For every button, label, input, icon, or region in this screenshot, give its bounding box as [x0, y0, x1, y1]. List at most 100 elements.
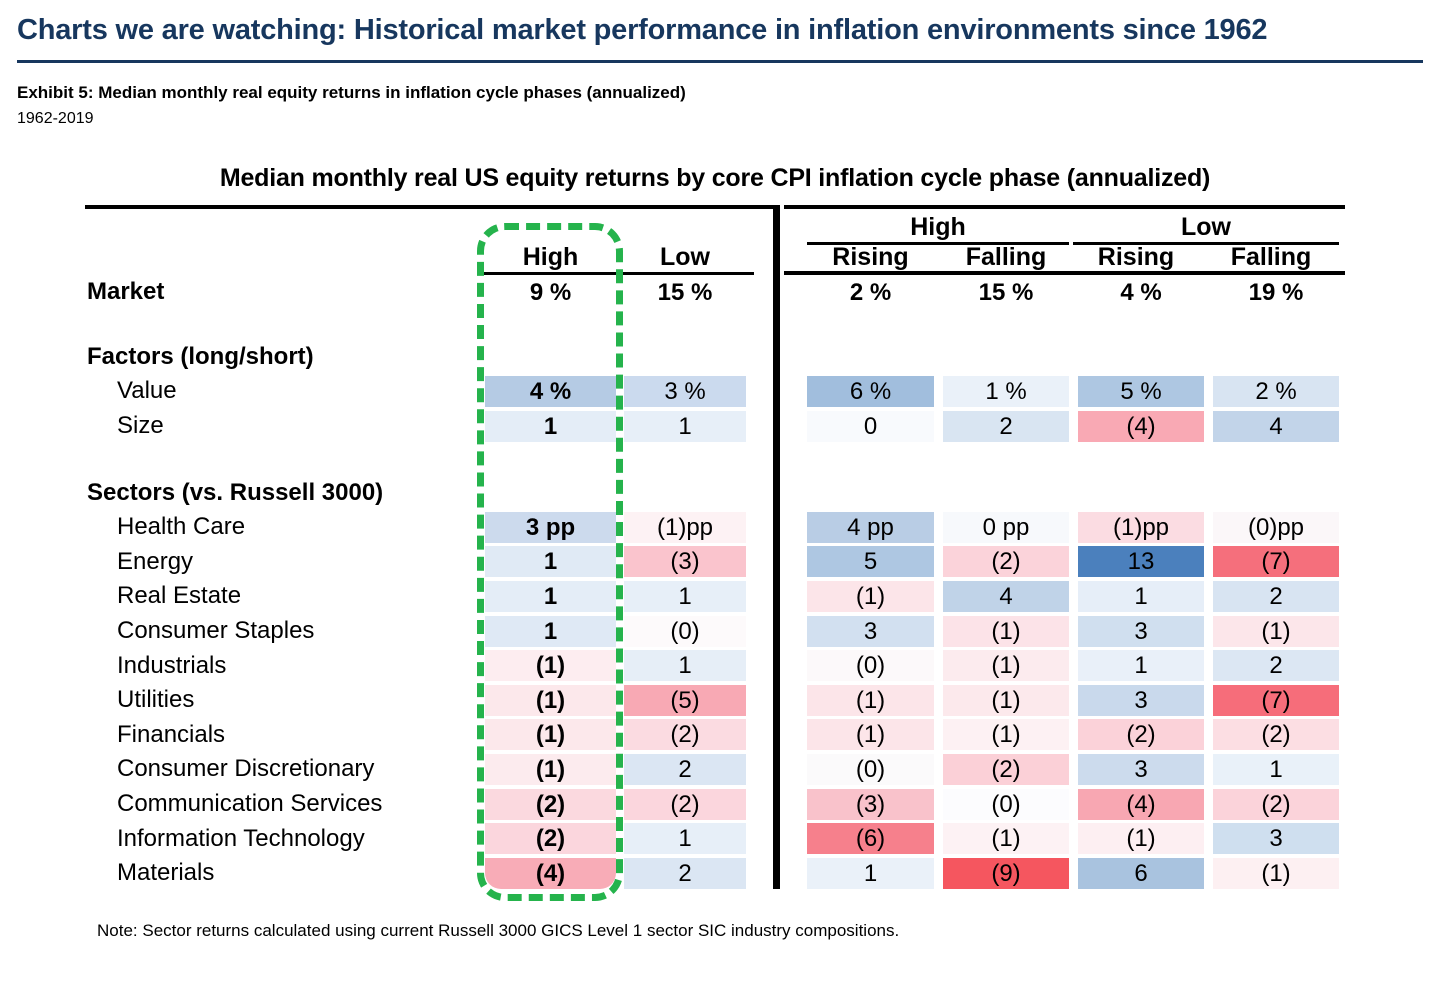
data-row: Information Technology (2) 1 (6) (1) (1) 3 — [85, 821, 1345, 856]
value-cell: (1) — [807, 580, 934, 612]
value-cell: 15 % — [657, 278, 713, 306]
column-header-rising-2: Rising — [1097, 243, 1175, 271]
value-cell: 5 % — [1078, 375, 1204, 407]
value-cell: 1 — [624, 823, 746, 855]
group-header-high: High — [910, 213, 966, 241]
page-title: Charts we are watching: Historical marke… — [17, 14, 1268, 46]
data-row: Financials (1) (2) (1) (1) (2) (2) — [85, 718, 1345, 753]
value-cell: 4 — [1213, 410, 1339, 442]
value-cell: 1 — [624, 580, 746, 612]
value-cell: 4 — [943, 580, 1069, 612]
group-underline-low — [1073, 242, 1339, 245]
value-cell: 2 % — [849, 278, 892, 306]
value-cell: 9 % — [529, 278, 572, 306]
data-row: Value 4 % 3 % 6 % 1 % 5 % 2 % — [85, 374, 1345, 409]
value-cell: 1 — [485, 615, 616, 647]
value-cell: 1 — [485, 546, 616, 578]
value-cell: (1)pp — [624, 511, 746, 543]
value-cell: 3 pp — [485, 511, 616, 543]
value-cell: 4 pp — [807, 511, 934, 543]
value-cell: (3) — [624, 546, 746, 578]
value-cell: 1 — [1078, 580, 1204, 612]
value-cell: (5) — [624, 684, 746, 716]
data-row: Real Estate 1 1 (1) 4 1 2 — [85, 579, 1345, 614]
row-label: Energy — [117, 547, 194, 575]
value-cell: (2) — [1213, 719, 1339, 751]
row-label: Market — [87, 278, 165, 306]
value-cell: 2 — [1213, 650, 1339, 682]
value-cell: (1) — [1213, 615, 1339, 647]
value-cell: 3 % — [624, 375, 746, 407]
value-cell: (1) — [943, 719, 1069, 751]
value-cell: (2) — [943, 753, 1069, 785]
value-cell: (0) — [807, 753, 934, 785]
value-cell: 0 — [807, 410, 934, 442]
value-cell: 1 — [624, 410, 746, 442]
exhibit-title: Exhibit 5: Median monthly real equity re… — [17, 83, 686, 102]
group-header-low: Low — [1181, 213, 1231, 241]
data-row: Industrials (1) 1 (0) (1) 1 2 — [85, 648, 1345, 683]
row-label: Financials — [117, 720, 226, 748]
value-cell: (1) — [1078, 823, 1204, 855]
value-cell: (7) — [1213, 684, 1339, 716]
value-cell: (1) — [943, 615, 1069, 647]
value-cell: 15 % — [978, 278, 1034, 306]
row-label: Consumer Discretionary — [117, 755, 375, 783]
header-underline-left — [478, 272, 754, 275]
value-cell: (6) — [807, 823, 934, 855]
title-rule — [17, 60, 1423, 63]
value-cell: 6 — [1078, 857, 1204, 889]
value-cell: 1 — [485, 580, 616, 612]
data-row: Consumer Discretionary (1) 2 (0) (2) 3 1 — [85, 752, 1345, 787]
value-cell: (1) — [943, 684, 1069, 716]
vertical-divider — [773, 205, 780, 889]
value-cell: (1)pp — [1078, 511, 1204, 543]
row-spacer — [85, 310, 1345, 340]
value-cell: 3 — [1078, 684, 1204, 716]
value-cell: 2 — [943, 410, 1069, 442]
row-label: Value — [117, 377, 177, 405]
value-cell: 2 — [1213, 580, 1339, 612]
data-row: Size 1 1 0 2 (4) 4 — [85, 409, 1345, 444]
value-cell: (4) — [485, 857, 616, 889]
row-label: Factors (long/short) — [87, 342, 314, 370]
value-cell: (2) — [1078, 719, 1204, 751]
value-cell: 19 % — [1248, 278, 1304, 306]
value-cell: (2) — [485, 823, 616, 855]
row-label: Information Technology — [117, 824, 365, 852]
value-cell: 1 — [807, 857, 934, 889]
section-row: Sectors (vs. Russell 3000) — [85, 475, 1345, 510]
row-label: Materials — [117, 859, 215, 887]
value-cell: 3 — [1078, 615, 1204, 647]
row-label: Real Estate — [117, 582, 242, 610]
value-cell: (1) — [943, 650, 1069, 682]
value-cell: (3) — [807, 788, 934, 820]
value-cell: (1) — [1213, 857, 1339, 889]
value-cell: (2) — [624, 719, 746, 751]
value-cell: 1 — [1213, 753, 1339, 785]
value-cell: (0) — [624, 615, 746, 647]
row-label: Communication Services — [117, 790, 383, 818]
row-label: Industrials — [117, 651, 227, 679]
value-cell: (0)pp — [1213, 511, 1339, 543]
value-cell: (1) — [485, 650, 616, 682]
column-header-high: High — [522, 243, 579, 271]
row-label: Consumer Staples — [117, 617, 315, 645]
footnote: Note: Sector returns calculated using cu… — [97, 921, 900, 940]
value-cell: (2) — [485, 788, 616, 820]
value-cell: 4 % — [485, 375, 616, 407]
table-top-rule-left — [85, 205, 773, 209]
value-cell: (1) — [943, 823, 1069, 855]
table-rows: Market 9 % 15 % 2 % 15 % 4 % 19 % Factors (long… — [85, 205, 1345, 891]
row-label: Sectors (vs. Russell 3000) — [87, 478, 384, 506]
data-row: Health Care 3 pp (1)pp 4 pp 0 pp (1)pp (0)pp — [85, 510, 1345, 545]
value-cell: 1 — [1078, 650, 1204, 682]
column-header-low: Low — [660, 243, 710, 271]
value-cell: 3 — [807, 615, 934, 647]
row-label: Health Care — [117, 513, 246, 541]
value-cell: (1) — [485, 753, 616, 785]
value-cell: 3 — [1078, 753, 1204, 785]
value-cell: 6 % — [807, 375, 934, 407]
column-header-falling-1: Falling — [965, 243, 1047, 271]
data-row: Communication Services (2) (2) (3) (0) (4) (2) — [85, 787, 1345, 822]
